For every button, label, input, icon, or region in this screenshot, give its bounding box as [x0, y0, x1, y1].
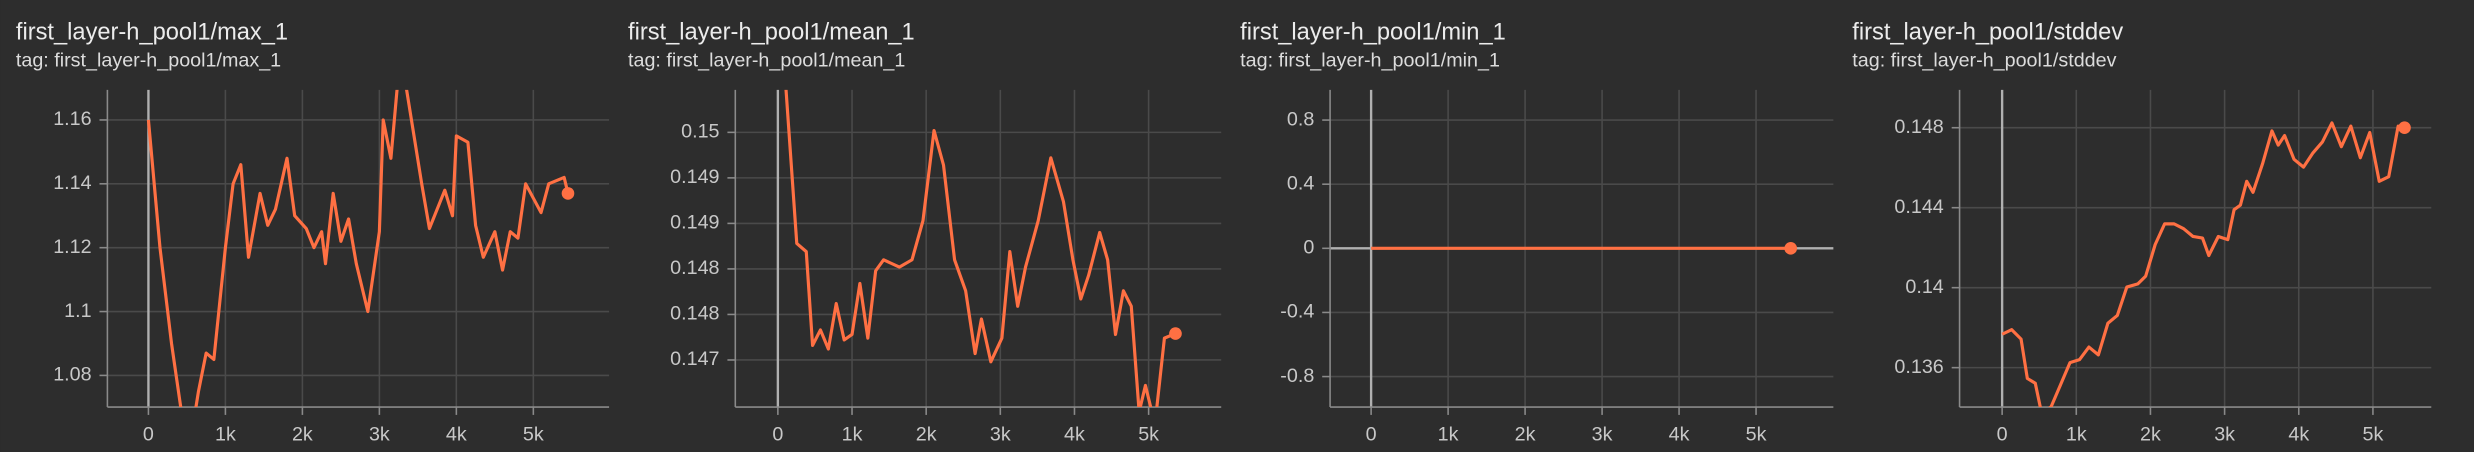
x-tick-label: 4k [446, 424, 467, 446]
x-tick-label: 4k [2288, 424, 2309, 446]
last-point [1784, 242, 1798, 255]
scalar-card: first_layer-h_pool1/mean_1 tag: first_lay… [628, 19, 1222, 446]
last-point [2398, 121, 2411, 135]
x-tick-label: 0 [772, 424, 783, 446]
x-tick-label: 1k [1438, 424, 1459, 446]
y-tick-label: 0.149 [670, 212, 719, 234]
x-tick-label: 3k [990, 424, 1011, 446]
x-tick-label: 1k [2066, 424, 2087, 446]
y-tick-label: 0.148 [670, 303, 719, 325]
y-tick-label: 0.147 [670, 348, 719, 370]
scalar-card: first_layer-h_pool1/max_1 tag: first_laye… [16, 19, 610, 446]
card-subtitle: tag: first_layer-h_pool1/max_1 [16, 49, 281, 71]
y-tick-label: 1.08 [53, 364, 91, 386]
y-tick-label: 0.15 [681, 121, 719, 143]
x-tick-label: 5k [1138, 424, 1159, 446]
x-tick-label: 3k [1592, 424, 1613, 446]
x-tick-label: 5k [2363, 424, 2384, 446]
x-tick-label: 3k [369, 424, 390, 446]
y-tick-label: 0.8 [1287, 108, 1314, 130]
y-tick-label: 1.14 [53, 172, 91, 194]
x-tick-label: 0 [1997, 424, 2008, 446]
last-point [1169, 327, 1182, 340]
x-tick-label: 2k [1515, 424, 1536, 446]
y-tick-label: -0.8 [1280, 365, 1314, 387]
x-tick-label: 1k [215, 424, 236, 446]
y-tick-label: 0.4 [1287, 172, 1314, 194]
y-tick-label: 0.148 [670, 257, 719, 279]
card-subtitle: tag: first_layer-h_pool1/min_1 [1240, 49, 1500, 71]
card-title: first_layer-h_pool1/max_1 [16, 19, 288, 45]
x-tick-label: 5k [1746, 424, 1767, 446]
last-point [561, 187, 575, 200]
x-tick-label: 0 [143, 424, 154, 446]
x-tick-label: 3k [2214, 424, 2235, 446]
y-tick-label: 0.136 [1894, 356, 1943, 378]
y-tick-label: 0.14 [1905, 276, 1943, 298]
scalar-card: first_layer-h_pool1/min_1 tag: first_laye… [1240, 19, 1834, 446]
x-tick-label: 4k [1064, 424, 1085, 446]
series-line [784, 89, 1177, 408]
x-tick-label: 2k [292, 424, 313, 446]
x-tick-label: 5k [523, 424, 544, 446]
card-subtitle: tag: first_layer-h_pool1/mean_1 [628, 49, 905, 71]
x-tick-label: 1k [842, 424, 863, 446]
card-title: first_layer-h_pool1/mean_1 [628, 19, 915, 45]
card-title: first_layer-h_pool1/min_1 [1240, 19, 1506, 45]
scalar-card: first_layer-h_pool1/stddev tag: first_lay… [1852, 19, 2432, 446]
y-tick-label: 0 [1303, 237, 1314, 259]
y-tick-label: 0.148 [1894, 116, 1943, 138]
x-tick-label: 4k [1669, 424, 1690, 446]
series-line [2001, 121, 2405, 408]
y-tick-label: -0.4 [1280, 301, 1314, 323]
x-tick-label: 2k [2140, 424, 2161, 446]
x-tick-label: 2k [916, 424, 937, 446]
card-subtitle: tag: first_layer-h_pool1/stddev [1852, 49, 2116, 71]
card-title: first_layer-h_pool1/stddev [1852, 19, 2123, 45]
y-tick-label: 1.1 [64, 300, 91, 322]
x-tick-label: 0 [1366, 424, 1377, 446]
y-tick-label: 0.144 [1894, 196, 1943, 218]
y-tick-label: 1.16 [53, 108, 91, 130]
y-tick-label: 1.12 [53, 236, 91, 258]
series-line [146, 89, 570, 408]
y-tick-label: 0.149 [670, 166, 719, 188]
